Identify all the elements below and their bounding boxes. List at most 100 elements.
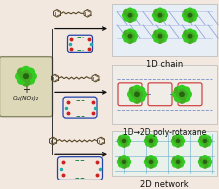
Circle shape: [124, 37, 129, 42]
Circle shape: [188, 11, 192, 15]
Circle shape: [200, 141, 205, 146]
Circle shape: [117, 160, 122, 164]
Circle shape: [205, 162, 210, 167]
Circle shape: [156, 13, 160, 17]
Circle shape: [191, 30, 196, 36]
Circle shape: [147, 160, 151, 164]
Circle shape: [146, 141, 151, 146]
Circle shape: [203, 143, 207, 147]
Circle shape: [132, 13, 138, 18]
Circle shape: [188, 32, 192, 36]
Circle shape: [22, 79, 30, 86]
Circle shape: [122, 139, 125, 143]
Circle shape: [157, 17, 163, 22]
Circle shape: [132, 33, 138, 39]
Circle shape: [117, 139, 122, 143]
Circle shape: [131, 30, 136, 36]
Circle shape: [124, 160, 128, 164]
Circle shape: [176, 158, 180, 162]
Circle shape: [205, 160, 209, 164]
Circle shape: [180, 160, 185, 164]
Circle shape: [176, 162, 180, 165]
Circle shape: [153, 13, 158, 18]
Circle shape: [176, 135, 180, 139]
Circle shape: [131, 9, 136, 15]
Circle shape: [154, 30, 159, 36]
Circle shape: [128, 36, 132, 40]
Circle shape: [176, 163, 180, 168]
Circle shape: [178, 157, 183, 162]
Circle shape: [186, 13, 190, 17]
Circle shape: [126, 34, 130, 38]
Circle shape: [138, 87, 145, 94]
Circle shape: [120, 160, 124, 164]
Circle shape: [122, 156, 126, 160]
Circle shape: [132, 92, 137, 97]
Circle shape: [16, 73, 23, 80]
Circle shape: [27, 68, 34, 76]
Circle shape: [119, 157, 124, 162]
Circle shape: [127, 29, 133, 34]
Circle shape: [160, 13, 164, 17]
Circle shape: [191, 9, 196, 15]
Circle shape: [173, 162, 178, 167]
Circle shape: [128, 11, 132, 15]
Circle shape: [179, 94, 185, 99]
Circle shape: [173, 91, 180, 98]
Circle shape: [148, 163, 154, 168]
Circle shape: [151, 136, 156, 141]
Circle shape: [161, 9, 166, 15]
Circle shape: [119, 136, 124, 141]
Circle shape: [130, 13, 134, 17]
Text: 1D chain: 1D chain: [146, 60, 183, 69]
Circle shape: [126, 160, 131, 164]
Circle shape: [124, 157, 129, 162]
Circle shape: [178, 85, 185, 92]
Circle shape: [162, 13, 168, 18]
Circle shape: [176, 137, 180, 141]
Circle shape: [127, 38, 133, 43]
Circle shape: [149, 162, 153, 165]
Circle shape: [131, 37, 136, 42]
Circle shape: [207, 160, 212, 164]
Circle shape: [176, 156, 180, 160]
Circle shape: [119, 141, 124, 146]
Circle shape: [151, 157, 156, 162]
Circle shape: [28, 73, 36, 80]
Circle shape: [200, 162, 205, 167]
Circle shape: [18, 68, 25, 76]
Circle shape: [154, 9, 159, 15]
Circle shape: [157, 29, 163, 34]
Circle shape: [126, 13, 130, 17]
Circle shape: [179, 89, 185, 94]
Circle shape: [187, 8, 193, 13]
Circle shape: [178, 96, 185, 103]
Circle shape: [157, 8, 163, 13]
Circle shape: [183, 13, 188, 18]
Circle shape: [198, 139, 203, 143]
Circle shape: [146, 162, 151, 167]
Circle shape: [124, 162, 129, 167]
Circle shape: [187, 17, 193, 22]
Circle shape: [161, 37, 166, 42]
Circle shape: [145, 139, 149, 143]
Circle shape: [128, 14, 132, 17]
Circle shape: [162, 33, 168, 39]
Circle shape: [122, 160, 125, 163]
Circle shape: [151, 141, 156, 146]
Circle shape: [122, 163, 126, 168]
Circle shape: [180, 139, 185, 143]
Circle shape: [174, 139, 178, 143]
Circle shape: [177, 160, 180, 163]
Circle shape: [158, 14, 162, 17]
Circle shape: [153, 139, 157, 143]
Circle shape: [187, 29, 193, 34]
Circle shape: [184, 37, 189, 42]
Circle shape: [154, 16, 159, 21]
Circle shape: [135, 92, 139, 96]
Circle shape: [207, 139, 212, 143]
Circle shape: [153, 160, 157, 164]
Circle shape: [205, 157, 210, 162]
Circle shape: [173, 136, 178, 141]
Circle shape: [138, 95, 145, 101]
